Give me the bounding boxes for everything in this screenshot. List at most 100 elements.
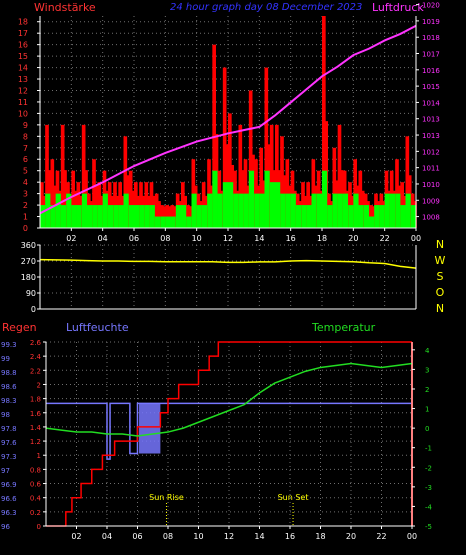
temperature-tick-label: -2 <box>425 464 432 472</box>
temperature-tick-label: 1 <box>425 406 429 414</box>
wind-gust-bar <box>285 159 290 228</box>
temperature-tick-label: -1 <box>425 445 432 453</box>
wind-average-bar <box>71 205 77 228</box>
wind-gust-bar <box>92 159 96 228</box>
temperature-tick-label: 0 <box>425 425 429 433</box>
right-tick-label: 1019 <box>422 18 440 26</box>
wind-gust-bar <box>191 159 196 228</box>
temperature-tick-label: 3 <box>425 366 429 374</box>
rain-tick-label: 0.2 <box>30 509 41 517</box>
compass-label: W <box>435 254 446 267</box>
wind-average-bar <box>280 193 286 228</box>
left-tick-label: 16 <box>18 41 28 50</box>
wind-gust-bar <box>337 124 342 228</box>
rain-tick-label: 1 <box>37 452 41 460</box>
wind-average-bar <box>107 205 114 228</box>
right-tick-label: 1008 <box>422 214 440 222</box>
x-tick-label: 00 <box>411 234 421 243</box>
wind-average-bar <box>275 182 281 228</box>
x-tick-label: 18 <box>317 234 327 243</box>
wind-average-bar <box>306 205 312 228</box>
rain-tick-label: 1.2 <box>30 438 41 446</box>
wind-average-bar <box>285 193 291 228</box>
wind-gust-bar <box>259 147 263 228</box>
wind-average-bar <box>128 205 135 228</box>
rain-tick-label: 2.4 <box>30 353 42 361</box>
wind-average-bar <box>384 193 390 228</box>
x-tick-label: 04 <box>102 532 112 541</box>
wind-gust-bar <box>157 201 161 228</box>
rain-tick-label: 0.4 <box>30 495 42 503</box>
left-tick-label: 2 <box>23 201 28 210</box>
x-tick-label: 08 <box>163 532 173 541</box>
wind-average-bar <box>217 193 223 228</box>
wind-average-bar <box>316 193 323 228</box>
wind-gust-bar <box>238 124 243 228</box>
right-tick-label: 1018 <box>422 34 440 42</box>
wind-average-bar <box>248 170 255 228</box>
humidity-tick-label: 96 <box>1 523 10 531</box>
left-tick-label: 3 <box>23 190 28 199</box>
wind-average-bar <box>374 205 380 228</box>
wind-gust-bar <box>405 136 410 228</box>
wind-gust-bar <box>322 16 326 228</box>
wind-average-bar <box>175 205 182 228</box>
wind-average-bar <box>311 193 317 228</box>
y-tick-label: 360 <box>21 241 36 250</box>
wind-average-bar <box>55 193 61 228</box>
x-tick-label: 14 <box>254 234 264 243</box>
x-tick-label: 02 <box>71 532 81 541</box>
wind-average-bar <box>40 205 46 228</box>
wind-gust-bar <box>45 124 49 228</box>
x-tick-label: 00 <box>407 532 417 541</box>
wind-average-bar <box>201 205 208 228</box>
right-tick-label: 1015 <box>422 83 440 91</box>
wind-average-bar <box>97 205 103 228</box>
wind-average-bar <box>154 216 161 228</box>
sun-annotation-label: Sun Set <box>278 493 309 502</box>
wind-average-bar <box>410 205 417 228</box>
humidity-tick-label: 98 <box>1 411 10 419</box>
x-tick-label: 18 <box>315 532 325 541</box>
right-tick-label: 1010 <box>422 181 440 189</box>
temperature-tick-label: -4 <box>425 503 433 511</box>
y-tick-label: 0 <box>31 305 36 314</box>
x-tick-label: 16 <box>285 532 295 541</box>
wind-gust-bar <box>71 170 75 228</box>
pressure-axis-title: Luftdruck <box>372 1 424 14</box>
rain-tick-label: 0 <box>37 523 41 531</box>
wind-average-bar <box>160 216 166 228</box>
x-tick-label: 22 <box>376 532 386 541</box>
wind-average-bar <box>228 182 234 228</box>
wind-average-bar <box>123 193 129 228</box>
right-tick-label: 1011 <box>422 165 440 173</box>
graph-title: 24 hour graph day 08 December 2023 <box>170 2 362 13</box>
wind-average-bar <box>400 205 406 228</box>
rain-tick-label: 0.6 <box>30 481 42 489</box>
x-tick-label: 04 <box>98 234 108 243</box>
wind-gust-bar <box>154 193 159 228</box>
right-tick-label: 1020 <box>422 2 440 10</box>
left-tick-label: 7 <box>23 144 28 153</box>
wind-average-bar <box>269 182 276 228</box>
wind-average-bar <box>348 205 354 228</box>
compass-label: N <box>436 302 444 315</box>
wind-gust-bar <box>332 147 337 228</box>
wind-average-bar <box>45 193 51 228</box>
rain-axis-title: Regen <box>2 321 37 334</box>
humidity-band <box>139 403 161 454</box>
wind-average-bar <box>165 216 171 228</box>
wind-average-bar <box>327 205 333 228</box>
wind-average-bar <box>207 193 213 228</box>
wind-average-bar <box>134 205 140 228</box>
wind-average-bar <box>170 216 176 228</box>
rain-humidity-temperature-chart: Sun Rise Sun Set 0 0.2 0.4 0.6 0.8 1 1.2 1.4 1.6 1.… <box>1 339 433 541</box>
left-tick-label: 8 <box>23 132 28 141</box>
left-tick-label: 6 <box>23 155 28 164</box>
humidity-tick-label: 99.3 <box>1 341 17 349</box>
wind-average-bar <box>222 182 229 228</box>
wind-average-bar <box>358 205 364 228</box>
wind-average-bar <box>66 193 72 228</box>
right-tick-label: 1014 <box>422 99 440 107</box>
x-tick-label: 20 <box>348 234 358 243</box>
